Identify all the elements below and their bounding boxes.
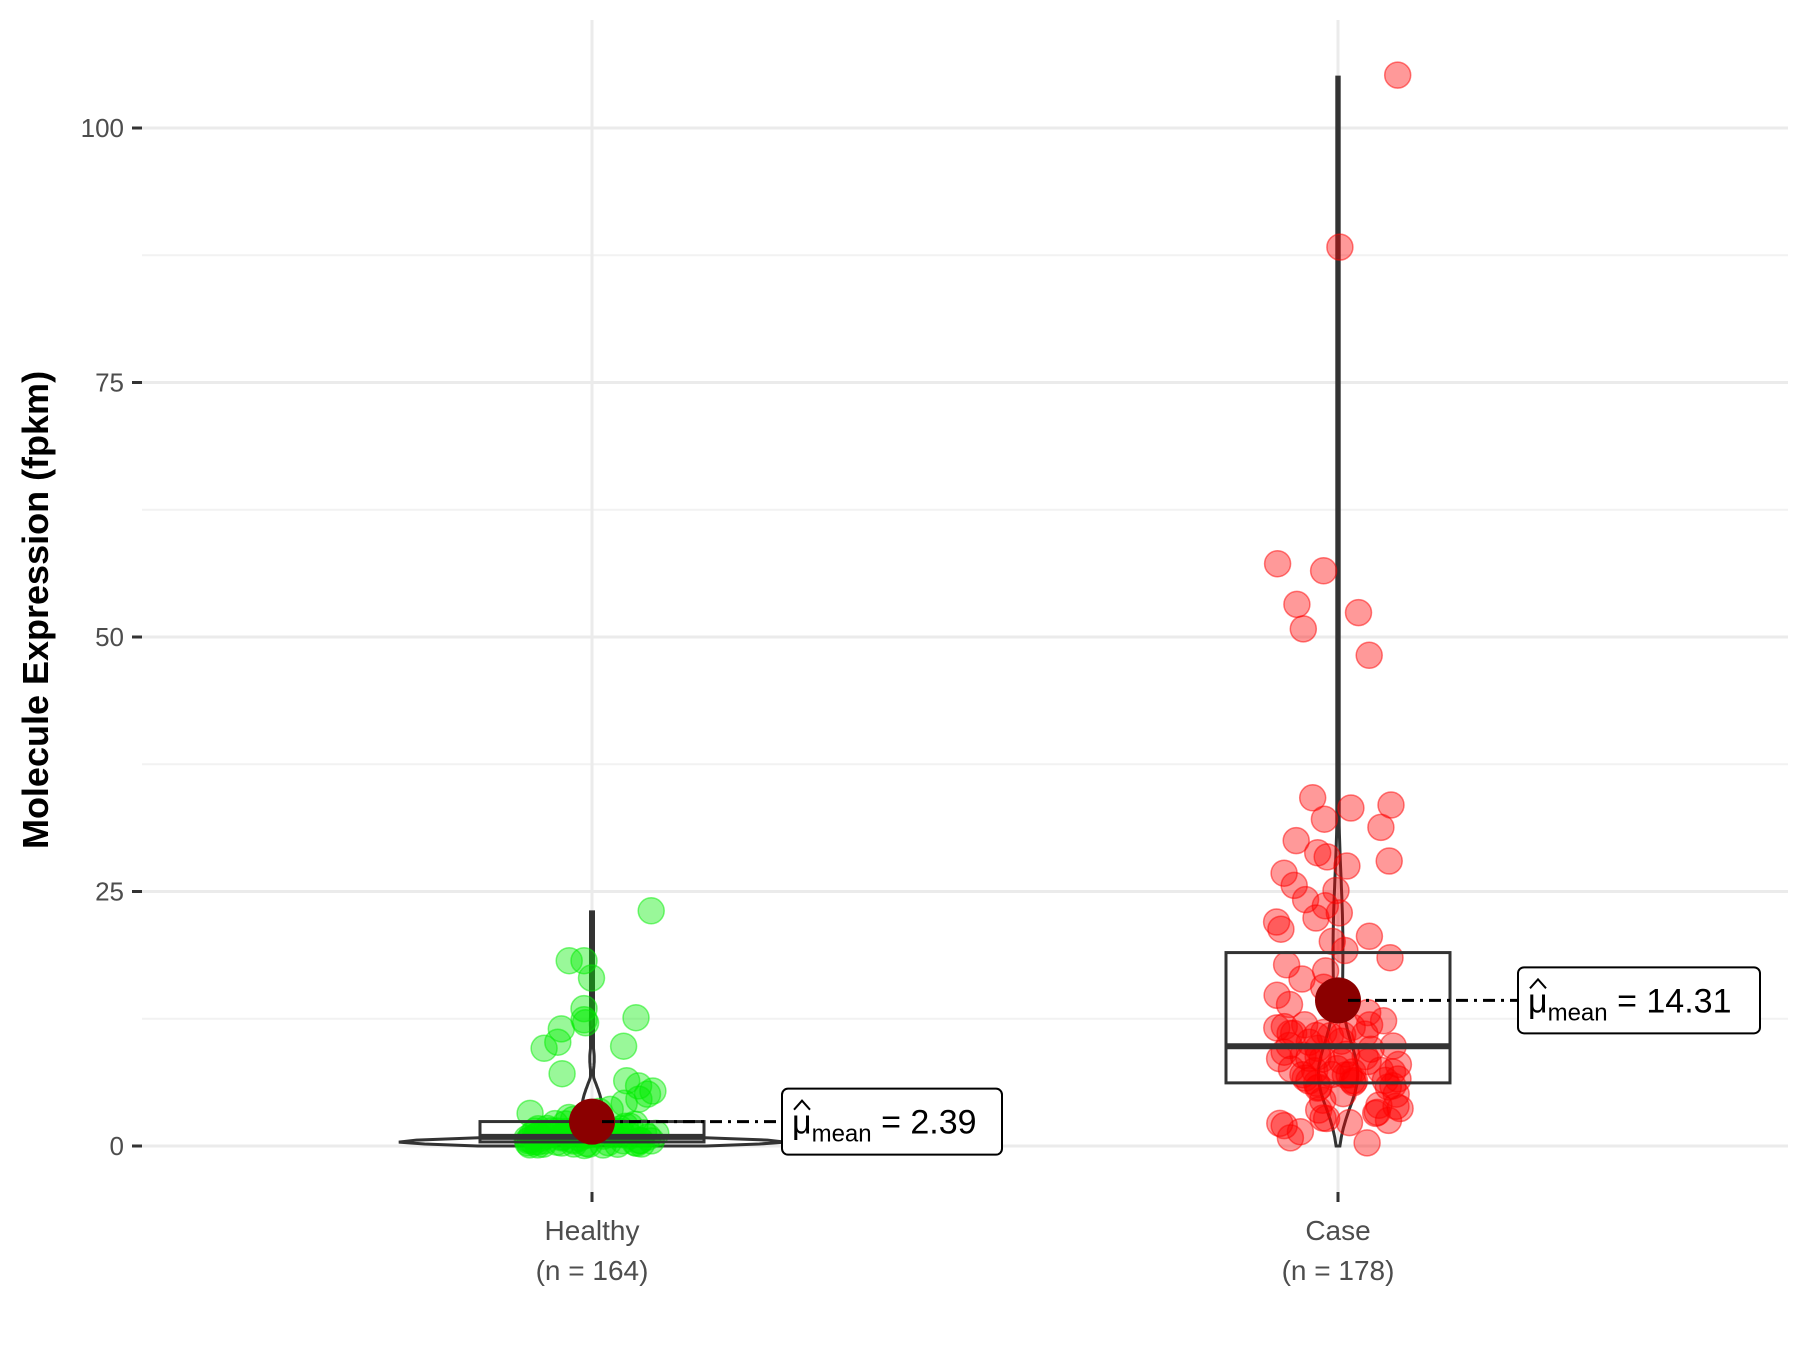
data-point — [1302, 904, 1330, 932]
data-point — [1310, 805, 1339, 833]
data-point — [622, 1003, 650, 1032]
data-point — [1333, 852, 1361, 880]
data-point — [530, 1034, 558, 1063]
data-point — [1275, 990, 1304, 1019]
data-point — [1282, 826, 1310, 855]
x-category-label: Healthy — [545, 1215, 640, 1246]
data-point — [1365, 1091, 1393, 1120]
data-point — [1283, 590, 1311, 619]
data-point — [1355, 922, 1384, 951]
mean-label-box — [781, 1087, 1003, 1156]
data-point — [609, 1032, 638, 1060]
data-point — [1337, 794, 1365, 822]
hat-icon — [1529, 977, 1547, 989]
data-point — [1262, 908, 1291, 936]
data-point — [570, 994, 598, 1023]
data-point — [570, 946, 598, 975]
data-point — [544, 1028, 572, 1056]
data-point — [1276, 1124, 1305, 1152]
mean-label-box — [1517, 966, 1761, 1035]
data-point — [1331, 936, 1359, 965]
mean-point — [569, 1098, 615, 1145]
data-point — [1289, 615, 1318, 643]
x-category-count: (n = 164) — [536, 1255, 649, 1286]
data-point — [1304, 1096, 1333, 1124]
y-tick-label: 100 — [81, 113, 124, 143]
data-point — [1263, 549, 1292, 578]
data-point — [1291, 1064, 1319, 1092]
data-point — [1355, 641, 1383, 670]
hat-icon — [793, 1099, 811, 1111]
box-case — [1224, 951, 1452, 1085]
data-point — [1371, 1066, 1400, 1095]
data-point — [1353, 1129, 1381, 1157]
data-point — [1265, 1044, 1294, 1073]
data-point — [1374, 1106, 1403, 1135]
data-point — [1376, 943, 1404, 972]
y-tick-label: 50 — [95, 622, 124, 652]
y-tick-label: 75 — [95, 368, 124, 398]
jitter-points — [513, 61, 1414, 1160]
data-point — [555, 946, 583, 975]
data-point — [577, 964, 606, 992]
mean-label: μmean = 14.31 — [1528, 982, 1731, 1026]
violin-healthy — [398, 910, 786, 1148]
data-point — [547, 1015, 576, 1043]
data-point — [1383, 61, 1412, 89]
data-point — [1377, 791, 1405, 819]
data-point — [1267, 915, 1295, 943]
data-point — [1298, 784, 1327, 812]
data-point — [1326, 233, 1354, 261]
mean-point — [1315, 977, 1361, 1024]
data-point — [637, 897, 665, 925]
data-point — [1266, 1109, 1294, 1138]
data-point — [1280, 871, 1308, 900]
x-category-label: Case — [1305, 1215, 1370, 1246]
x-category-count: (n = 178) — [1282, 1255, 1395, 1286]
data-point — [1270, 1111, 1298, 1140]
data-point — [1290, 1011, 1319, 1039]
data-point — [1344, 598, 1373, 627]
axes: 0 25 50 75 100 Healthy (n = 164) Case (n = 178) — [81, 113, 1395, 1286]
violins — [398, 75, 1360, 1148]
y-tick-label: 0 — [110, 1131, 124, 1161]
data-point — [1309, 557, 1338, 585]
data-point — [1379, 1072, 1407, 1100]
data-point — [548, 1059, 576, 1088]
data-point — [1309, 1104, 1337, 1132]
mean-label: μmean = 2.39 — [792, 1104, 977, 1148]
data-point — [1386, 1094, 1414, 1123]
data-point — [1329, 1079, 1357, 1108]
y-axis-title: Molecule Expression (fpkm) — [15, 371, 56, 849]
data-point — [1335, 1108, 1364, 1137]
data-point — [1367, 813, 1395, 842]
data-point — [1375, 847, 1403, 875]
data-point — [1325, 899, 1354, 927]
data-point — [1322, 876, 1350, 905]
data-point — [1355, 1011, 1384, 1039]
y-tick-label: 25 — [95, 877, 124, 907]
data-point — [1288, 965, 1316, 993]
violin-case — [1316, 75, 1360, 1148]
mean-markers: μmean = 2.39 μmean = 14.31 — [569, 966, 1761, 1156]
